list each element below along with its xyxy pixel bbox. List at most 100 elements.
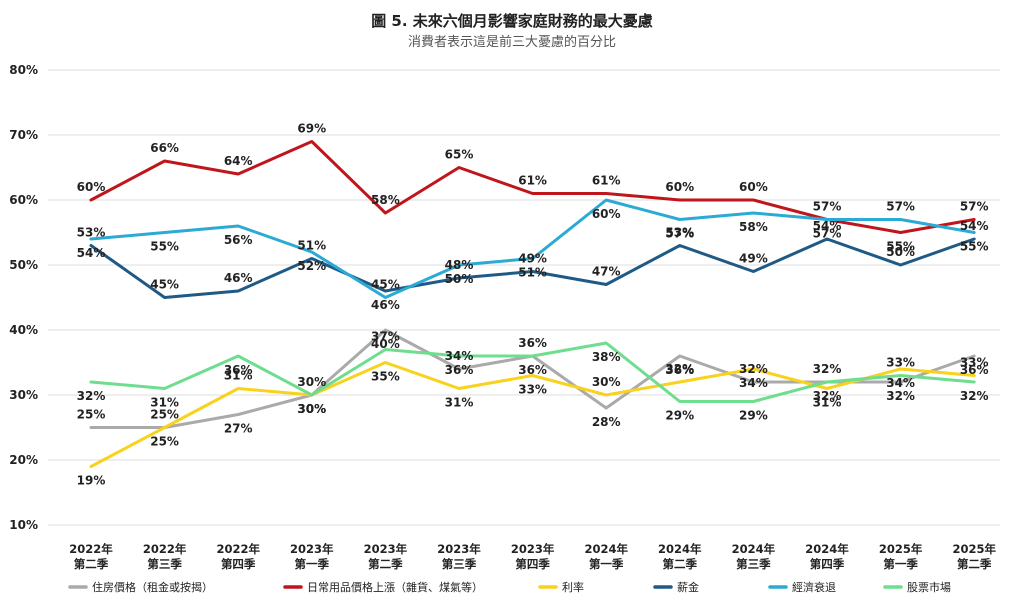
data-label: 36%	[960, 363, 989, 377]
x-tick-quarter: 第二季	[663, 557, 698, 571]
x-tick-label: 2023年第二季	[364, 542, 408, 571]
data-label: 40%	[371, 337, 400, 351]
data-label: 56%	[224, 233, 253, 247]
data-label: 19%	[77, 474, 106, 488]
data-label: 30%	[297, 402, 326, 416]
data-label: 31%	[813, 396, 842, 410]
data-label: 49%	[739, 252, 768, 266]
data-label: 57%	[665, 227, 694, 241]
x-tick-year: 2024年	[732, 542, 776, 556]
x-tick-quarter: 第四季	[515, 557, 550, 571]
data-label: 28%	[592, 415, 621, 429]
legend-item-3: 薪金	[653, 580, 699, 594]
x-tick-quarter: 第一季	[883, 557, 918, 571]
data-label: 31%	[445, 396, 474, 410]
data-label: 46%	[224, 271, 253, 285]
x-tick-year: 2025年	[879, 542, 923, 556]
legend: 住房價格（租金或按揭） 日常用品價格上漲（雜貨、煤氣等） 利率 薪金 經濟衰退 股票市場	[68, 580, 951, 594]
data-label: 55%	[960, 240, 989, 254]
legend-label: 薪金	[677, 580, 699, 594]
data-label: 55%	[886, 240, 915, 254]
data-label: 57%	[886, 200, 915, 214]
data-label: 29%	[665, 409, 694, 423]
data-label: 27%	[224, 422, 253, 436]
data-label: 60%	[77, 180, 106, 194]
x-tick-quarter: 第三季	[442, 557, 477, 571]
data-label: 32%	[813, 389, 842, 403]
x-tick-quarter: 第三季	[736, 557, 771, 571]
data-label: 60%	[592, 207, 621, 221]
x-tick-year: 2023年	[290, 542, 334, 556]
data-label: 33%	[886, 356, 915, 370]
data-label: 33%	[518, 383, 547, 397]
data-label: 61%	[518, 174, 547, 188]
data-label: 61%	[592, 174, 621, 188]
data-label: 37%	[371, 330, 400, 344]
data-label: 52%	[297, 259, 326, 273]
data-label: 49%	[518, 252, 547, 266]
data-label: 66%	[150, 141, 179, 155]
data-label: 38%	[592, 350, 621, 364]
series-line-4	[89, 198, 976, 299]
series-lines	[89, 140, 976, 468]
x-axis: 2022年第二季2022年第三季2022年第四季2023年第一季2023年第二季…	[69, 542, 996, 571]
x-tick-year: 2022年	[143, 542, 187, 556]
legend-label: 利率	[562, 580, 584, 594]
data-label: 36%	[665, 363, 694, 377]
data-label: 30%	[297, 375, 326, 389]
x-tick-quarter: 第二季	[957, 557, 992, 571]
x-tick-quarter: 第三季	[147, 557, 182, 571]
data-label: 60%	[739, 180, 768, 194]
y-tick-label: 80%	[9, 63, 38, 77]
data-label: 69%	[297, 122, 326, 136]
legend-label: 日常用品價格上漲（雜貨、煤氣等）	[307, 580, 483, 594]
x-tick-quarter: 第四季	[221, 557, 256, 571]
x-tick-quarter: 第四季	[810, 557, 845, 571]
y-tick-label: 40%	[9, 323, 38, 337]
data-label: 32%	[77, 389, 106, 403]
data-label: 29%	[739, 409, 768, 423]
data-label: 58%	[739, 220, 768, 234]
data-label: 36%	[445, 363, 474, 377]
chart-title: 圖 5. 未來六個月影響家庭財務的最大憂慮	[371, 12, 653, 30]
data-label: 50%	[445, 272, 474, 286]
legend-item-2: 利率	[538, 580, 584, 594]
data-label: 34%	[445, 349, 474, 363]
data-label: 53%	[665, 226, 694, 240]
legend-item-5: 股票市場	[883, 580, 951, 594]
x-tick-label: 2024年第一季	[584, 542, 628, 571]
data-label: 32%	[886, 389, 915, 403]
x-tick-label: 2024年第三季	[732, 542, 776, 571]
x-tick-quarter: 第一季	[589, 557, 624, 571]
x-tick-year: 2022年	[69, 542, 113, 556]
grid: 10% 20% 30% 40% 50% 60% 70% 80%	[9, 63, 1000, 532]
x-tick-year: 2025年	[952, 542, 996, 556]
data-label: 30%	[592, 375, 621, 389]
x-tick-label: 2024年第二季	[658, 542, 702, 571]
data-label: 33%	[960, 356, 989, 370]
x-tick-year: 2024年	[805, 542, 849, 556]
x-tick-label: 2022年第三季	[143, 542, 187, 571]
series-line-5	[89, 341, 976, 403]
data-label: 57%	[813, 200, 842, 214]
x-tick-label: 2022年第二季	[69, 542, 113, 571]
data-label: 51%	[297, 239, 326, 253]
x-tick-year: 2022年	[216, 542, 260, 556]
y-tick-label: 50%	[9, 258, 38, 272]
data-label: 32%	[813, 362, 842, 376]
data-label: 31%	[150, 396, 179, 410]
data-label: 50%	[886, 245, 915, 259]
x-tick-quarter: 第一季	[295, 557, 330, 571]
data-label: 55%	[150, 240, 179, 254]
data-label: 47%	[592, 265, 621, 279]
data-label: 51%	[518, 266, 547, 280]
y-tick-label: 20%	[9, 453, 38, 467]
data-label: 54%	[77, 246, 106, 260]
data-label: 32%	[665, 362, 694, 376]
y-tick-label: 60%	[9, 193, 38, 207]
data-label: 31%	[224, 369, 253, 383]
y-tick-label: 70%	[9, 128, 38, 142]
data-label: 46%	[371, 298, 400, 312]
x-tick-year: 2024年	[658, 542, 702, 556]
